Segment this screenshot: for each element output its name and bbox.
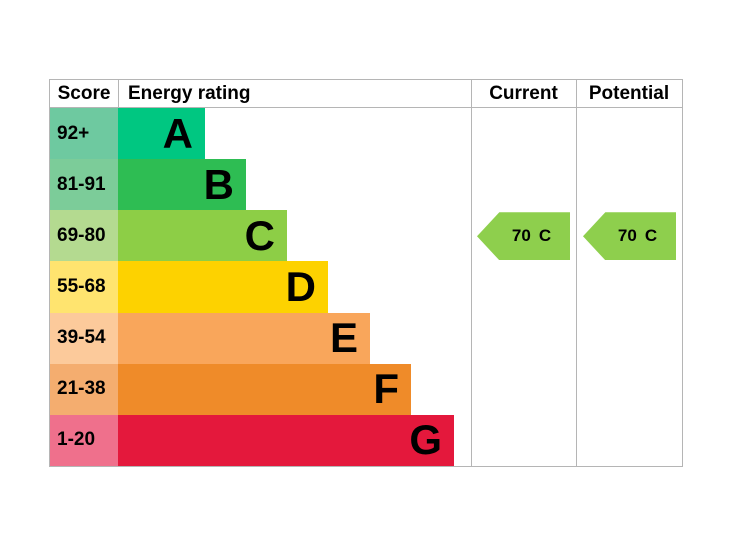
- band-row-g: 1-20 G: [50, 414, 682, 466]
- band-bar-d: D: [118, 261, 328, 313]
- band-bar-c: C: [118, 210, 287, 262]
- band-bar-f: F: [118, 363, 411, 415]
- energy-rating-column-header: Energy rating: [128, 82, 251, 104]
- current-score-value: 70: [511, 226, 531, 246]
- potential-band-letter: C: [644, 226, 658, 246]
- potential-column-header: Potential: [588, 82, 670, 104]
- band-row-b: 81-91 B: [50, 159, 682, 211]
- score-range-b: 81-91: [50, 159, 118, 211]
- band-bar-g: G: [118, 414, 454, 466]
- band-row-d: 55-68 D: [50, 261, 682, 313]
- score-range-g: 1-20: [50, 414, 118, 466]
- score-range-a: 92+: [50, 108, 118, 160]
- score-range-c: 69-80: [50, 210, 118, 262]
- band-bar-b: B: [118, 159, 246, 211]
- rating-bands: 92+ A 81-91 B 69-80 C 55-68 D 39-54 E 21-38 F 1-20 G: [50, 108, 682, 466]
- band-row-f: 21-38 F: [50, 363, 682, 415]
- score-column-header: Score: [57, 82, 111, 104]
- score-range-e: 39-54: [50, 312, 118, 364]
- table-header-row: Score Energy rating Current Potential: [50, 80, 682, 108]
- energy-rating-table: Score Energy rating Current Potential 92…: [49, 79, 683, 467]
- current-band-letter: C: [538, 226, 552, 246]
- band-bar-e: E: [118, 312, 370, 364]
- band-bar-a: A: [118, 108, 205, 160]
- score-column-divider: [118, 80, 119, 107]
- potential-rating-arrow: 70 C: [583, 212, 676, 261]
- score-range-f: 21-38: [50, 363, 118, 415]
- current-column-header: Current: [489, 82, 558, 104]
- band-row-e: 39-54 E: [50, 312, 682, 364]
- potential-column-divider: [576, 80, 577, 466]
- current-column-divider: [471, 80, 472, 466]
- band-row-c: 69-80 C: [50, 210, 682, 262]
- current-rating-arrow: 70 C: [477, 212, 570, 261]
- potential-score-value: 70: [617, 226, 637, 246]
- band-row-a: 92+ A: [50, 108, 682, 160]
- score-range-d: 55-68: [50, 261, 118, 313]
